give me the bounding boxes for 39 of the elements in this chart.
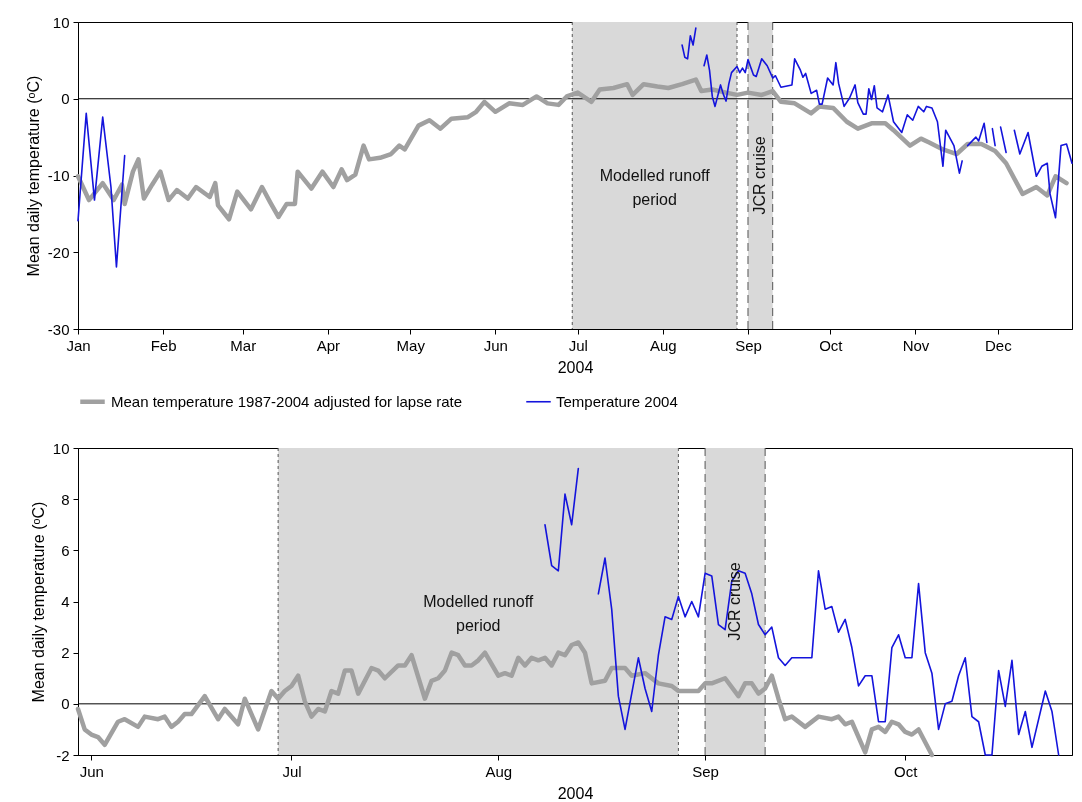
x-tick-label: Jun [79, 762, 104, 780]
y-axis-title: Mean daily temperature (ᵒC) [29, 501, 47, 703]
x-tick-label: Apr [316, 336, 341, 354]
x-tick-label: Jul [282, 762, 302, 780]
y-tick-label: 0 [61, 90, 70, 108]
y-tick-label: 10 [52, 439, 70, 457]
x-tick-label: Nov [902, 336, 930, 354]
x-tick-label: Jul [568, 336, 588, 354]
y-tick-label: -2 [56, 746, 70, 764]
x-tick-label: Jan [66, 336, 91, 354]
y-tick-label: -10 [47, 167, 70, 184]
y-tick-label: 4 [61, 593, 70, 610]
y-tick-label: 6 [61, 541, 70, 559]
x-tick-label: Aug [485, 762, 513, 780]
x-tick-label: Jun [483, 336, 508, 354]
x-tick-label: May [396, 336, 426, 354]
x-tick-label: Mar [230, 336, 257, 354]
y-tick-label: 2 [61, 644, 70, 662]
legend-label: Temperature 2004 [556, 392, 678, 410]
x-tick-label: Dec [985, 336, 1013, 354]
band-label: Modelled runoff period [599, 166, 711, 208]
band-label: JCR cruise [751, 136, 769, 215]
y-axis-title: Mean daily temperature (ᵒC) [24, 75, 42, 277]
y-tick-label: 0 [61, 695, 70, 713]
y-tick-label: -30 [47, 320, 70, 338]
y-tick-label: -20 [47, 243, 70, 261]
x-tick-label: Sep [735, 336, 762, 354]
legend-label: Mean temperature 1987-2004 adjusted for lapse rate [111, 392, 463, 410]
x-axis-title: 2004 [557, 784, 594, 802]
y-tick-label: 8 [61, 490, 70, 508]
x-tick-label: Aug [650, 336, 677, 354]
band-label: Modelled runoff period [423, 592, 534, 634]
band-label: JCR cruise [726, 562, 744, 641]
x-tick-label: Feb [150, 336, 177, 354]
y-tick-label: 10 [52, 13, 70, 31]
x-tick-label: Oct [894, 762, 919, 780]
x-axis-title: 2004 [557, 358, 594, 376]
x-tick-label: Sep [692, 762, 719, 780]
x-tick-label: Oct [819, 336, 844, 354]
